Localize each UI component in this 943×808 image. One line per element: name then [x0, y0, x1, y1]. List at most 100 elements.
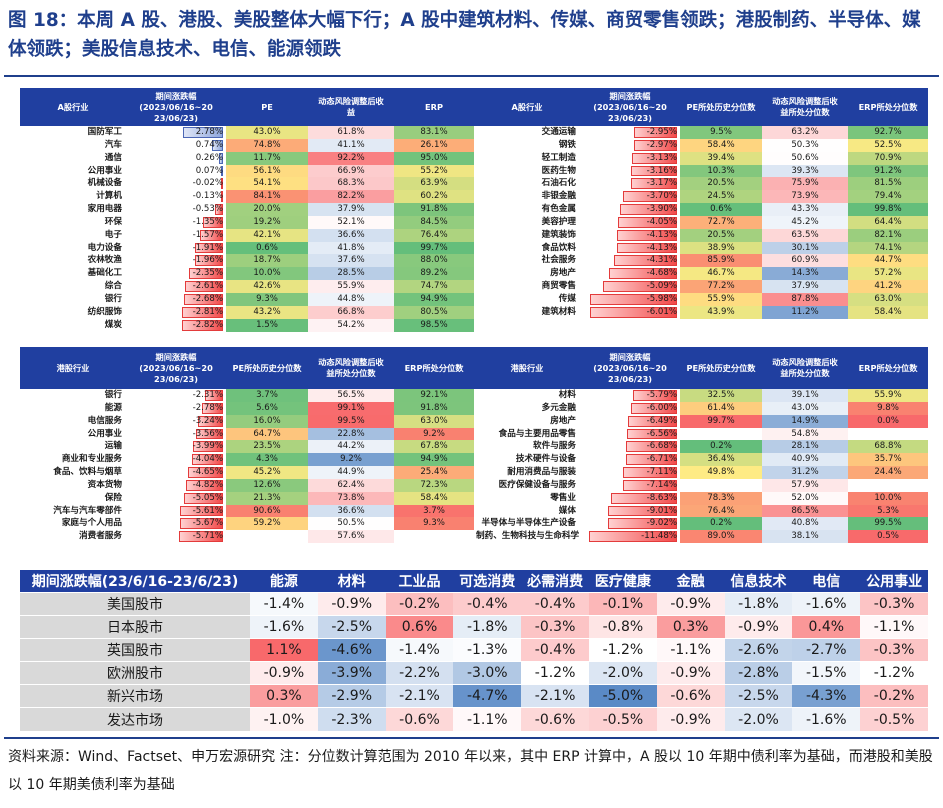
change-value: -1.57% [192, 229, 223, 240]
pe-cell: 10.0% [226, 267, 308, 281]
industry-name: 建筑材料 [541, 306, 576, 317]
change-value: 0.74% [195, 139, 223, 150]
change-value: -3.24% [192, 415, 223, 426]
change-bar [184, 293, 223, 305]
change-cell: -8.63% [580, 492, 680, 505]
sector-return: -0.9% [656, 660, 725, 685]
industry-name: 耐用消费品与服装 [507, 467, 576, 478]
sector-header: 公用事业 [860, 570, 928, 592]
erp-cell: 9.2% [394, 427, 474, 441]
pe-cell: 54.1% [226, 177, 308, 191]
erp-cell: 76.4% [394, 228, 474, 242]
change-value: -1.91% [192, 242, 223, 253]
risk-cell: 57.6% [308, 530, 394, 544]
change-value: -5.67% [192, 518, 223, 529]
sector-return: -4.3% [792, 684, 861, 708]
sector-return: -1.1% [656, 637, 725, 662]
risk-cell: 62.4% [308, 478, 394, 492]
industry-name: 综合 [104, 281, 122, 292]
industry-name: 食品饮料 [541, 242, 576, 253]
erp-cell: 70.9% [848, 151, 928, 165]
change-bar [589, 531, 677, 543]
pe-cell: 59.2% [226, 517, 308, 531]
change-value: -0.53% [192, 204, 223, 215]
pe-cell: 0.2% [680, 517, 762, 531]
sector-return: -1.0% [250, 707, 318, 731]
change-bar [609, 268, 677, 280]
table-row: 轻工制造 -3.13% 39.4% 50.6% 70.9% [474, 151, 928, 165]
sector-return: -1.1% [860, 614, 928, 639]
risk-cell: 14.3% [762, 267, 848, 281]
erp-cell: 91.8% [394, 401, 474, 415]
sector-return: -1.6% [792, 707, 861, 731]
table-row: 运输 -3.99% 23.5% 44.2% 67.8% [20, 440, 474, 454]
change-value: -1.96% [192, 255, 223, 266]
table-row: 半导体与半导体生产设备 -9.02% 0.2% 40.8% 99.5% [474, 517, 928, 531]
pe-cell: 0.6% [680, 203, 762, 216]
erp-cell: 94.9% [394, 453, 474, 467]
table-row: 医疗保健设备与服务 -7.14% 57.9% [474, 478, 928, 492]
change-cell: -4.13% [580, 242, 680, 255]
change-bar [221, 178, 223, 190]
risk-cell: 87.8% [762, 292, 848, 306]
change-bar [192, 454, 223, 466]
change-value: -3.17% [646, 178, 677, 189]
erp-cell: 92.1% [394, 389, 474, 402]
industry-name: 媒体 [558, 505, 576, 516]
risk-cell: 9.2% [308, 453, 394, 467]
sector-return: -2.3% [317, 707, 386, 731]
change-cell: -5.71% [126, 530, 226, 543]
table-row: 综合 -2.61% 42.6% 55.9% 74.7% [20, 280, 474, 293]
change-value: -2.81% [192, 306, 223, 317]
change-bar [620, 204, 677, 215]
sector-return: -0.3% [860, 637, 928, 662]
change-bar [631, 152, 677, 164]
risk-cell: 39.3% [762, 164, 848, 178]
change-cell: -1.57% [126, 229, 226, 242]
change-value: -4.65% [192, 467, 223, 478]
industry-name: 银行 [104, 293, 122, 304]
industry-name: 电力设备 [87, 242, 122, 253]
change-bar [185, 281, 223, 292]
header-industry: 港股行业 [20, 347, 126, 389]
sector-return: 0.4% [792, 614, 861, 639]
sector-return: -1.3% [453, 637, 522, 662]
header-risk-percentile: 动态风险调整后收 益所处分位数 [308, 347, 394, 389]
risk-cell: 63.5% [762, 228, 848, 242]
header-erp-percentile: ERP所处分位数 [394, 347, 474, 389]
risk-cell: 54.8% [762, 427, 848, 441]
sector-return: -2.1% [521, 684, 589, 708]
change-cell: -4.82% [126, 479, 226, 492]
sector-return: -2.9% [317, 684, 386, 708]
sector-return: -0.6% [385, 707, 454, 731]
sector-return: -0.4% [521, 637, 589, 662]
risk-cell: 99.5% [308, 414, 394, 428]
erp-cell: 91.2% [848, 164, 928, 178]
change-cell: -3.16% [580, 165, 680, 178]
change-cell: -0.53% [126, 203, 226, 216]
change-value: -5.05% [192, 492, 223, 503]
change-value: -2.97% [646, 139, 677, 150]
change-value: -4.04% [192, 454, 223, 465]
table-row: 纺织服饰 -2.81% 43.2% 66.8% 80.5% [20, 305, 474, 319]
erp-cell: 82.1% [848, 228, 928, 242]
change-value: -4.13% [646, 242, 677, 253]
change-bar [221, 191, 223, 203]
table-row: 食品饮料 -4.13% 38.9% 30.1% 74.1% [474, 241, 928, 255]
header-change: 期间涨跌幅 (2023/06/16~20 23/06/23) [126, 347, 226, 389]
change-bar [194, 255, 223, 267]
table-row: 医药生物 -3.16% 10.3% 39.3% 91.2% [474, 164, 928, 178]
change-cell: -6.00% [580, 402, 680, 415]
change-cell: 0.07% [126, 165, 226, 178]
erp-cell: 94.9% [394, 292, 474, 306]
risk-cell: 54.2% [308, 318, 394, 332]
market-name: 英国股市 [20, 637, 250, 662]
industry-name: 资本货物 [87, 479, 122, 490]
risk-cell: 41.1% [308, 138, 394, 152]
header-risk-percentile: 动态风险调整后收 益所处分位数 [762, 347, 848, 389]
erp-cell: 9.8% [848, 401, 928, 415]
table-row: 机械设备 -0.02% 54.1% 68.3% 63.9% [20, 177, 474, 191]
risk-cell: 66.8% [308, 305, 394, 319]
industry-name: 煤炭 [104, 319, 122, 330]
sector-return: -3.9% [317, 660, 386, 685]
